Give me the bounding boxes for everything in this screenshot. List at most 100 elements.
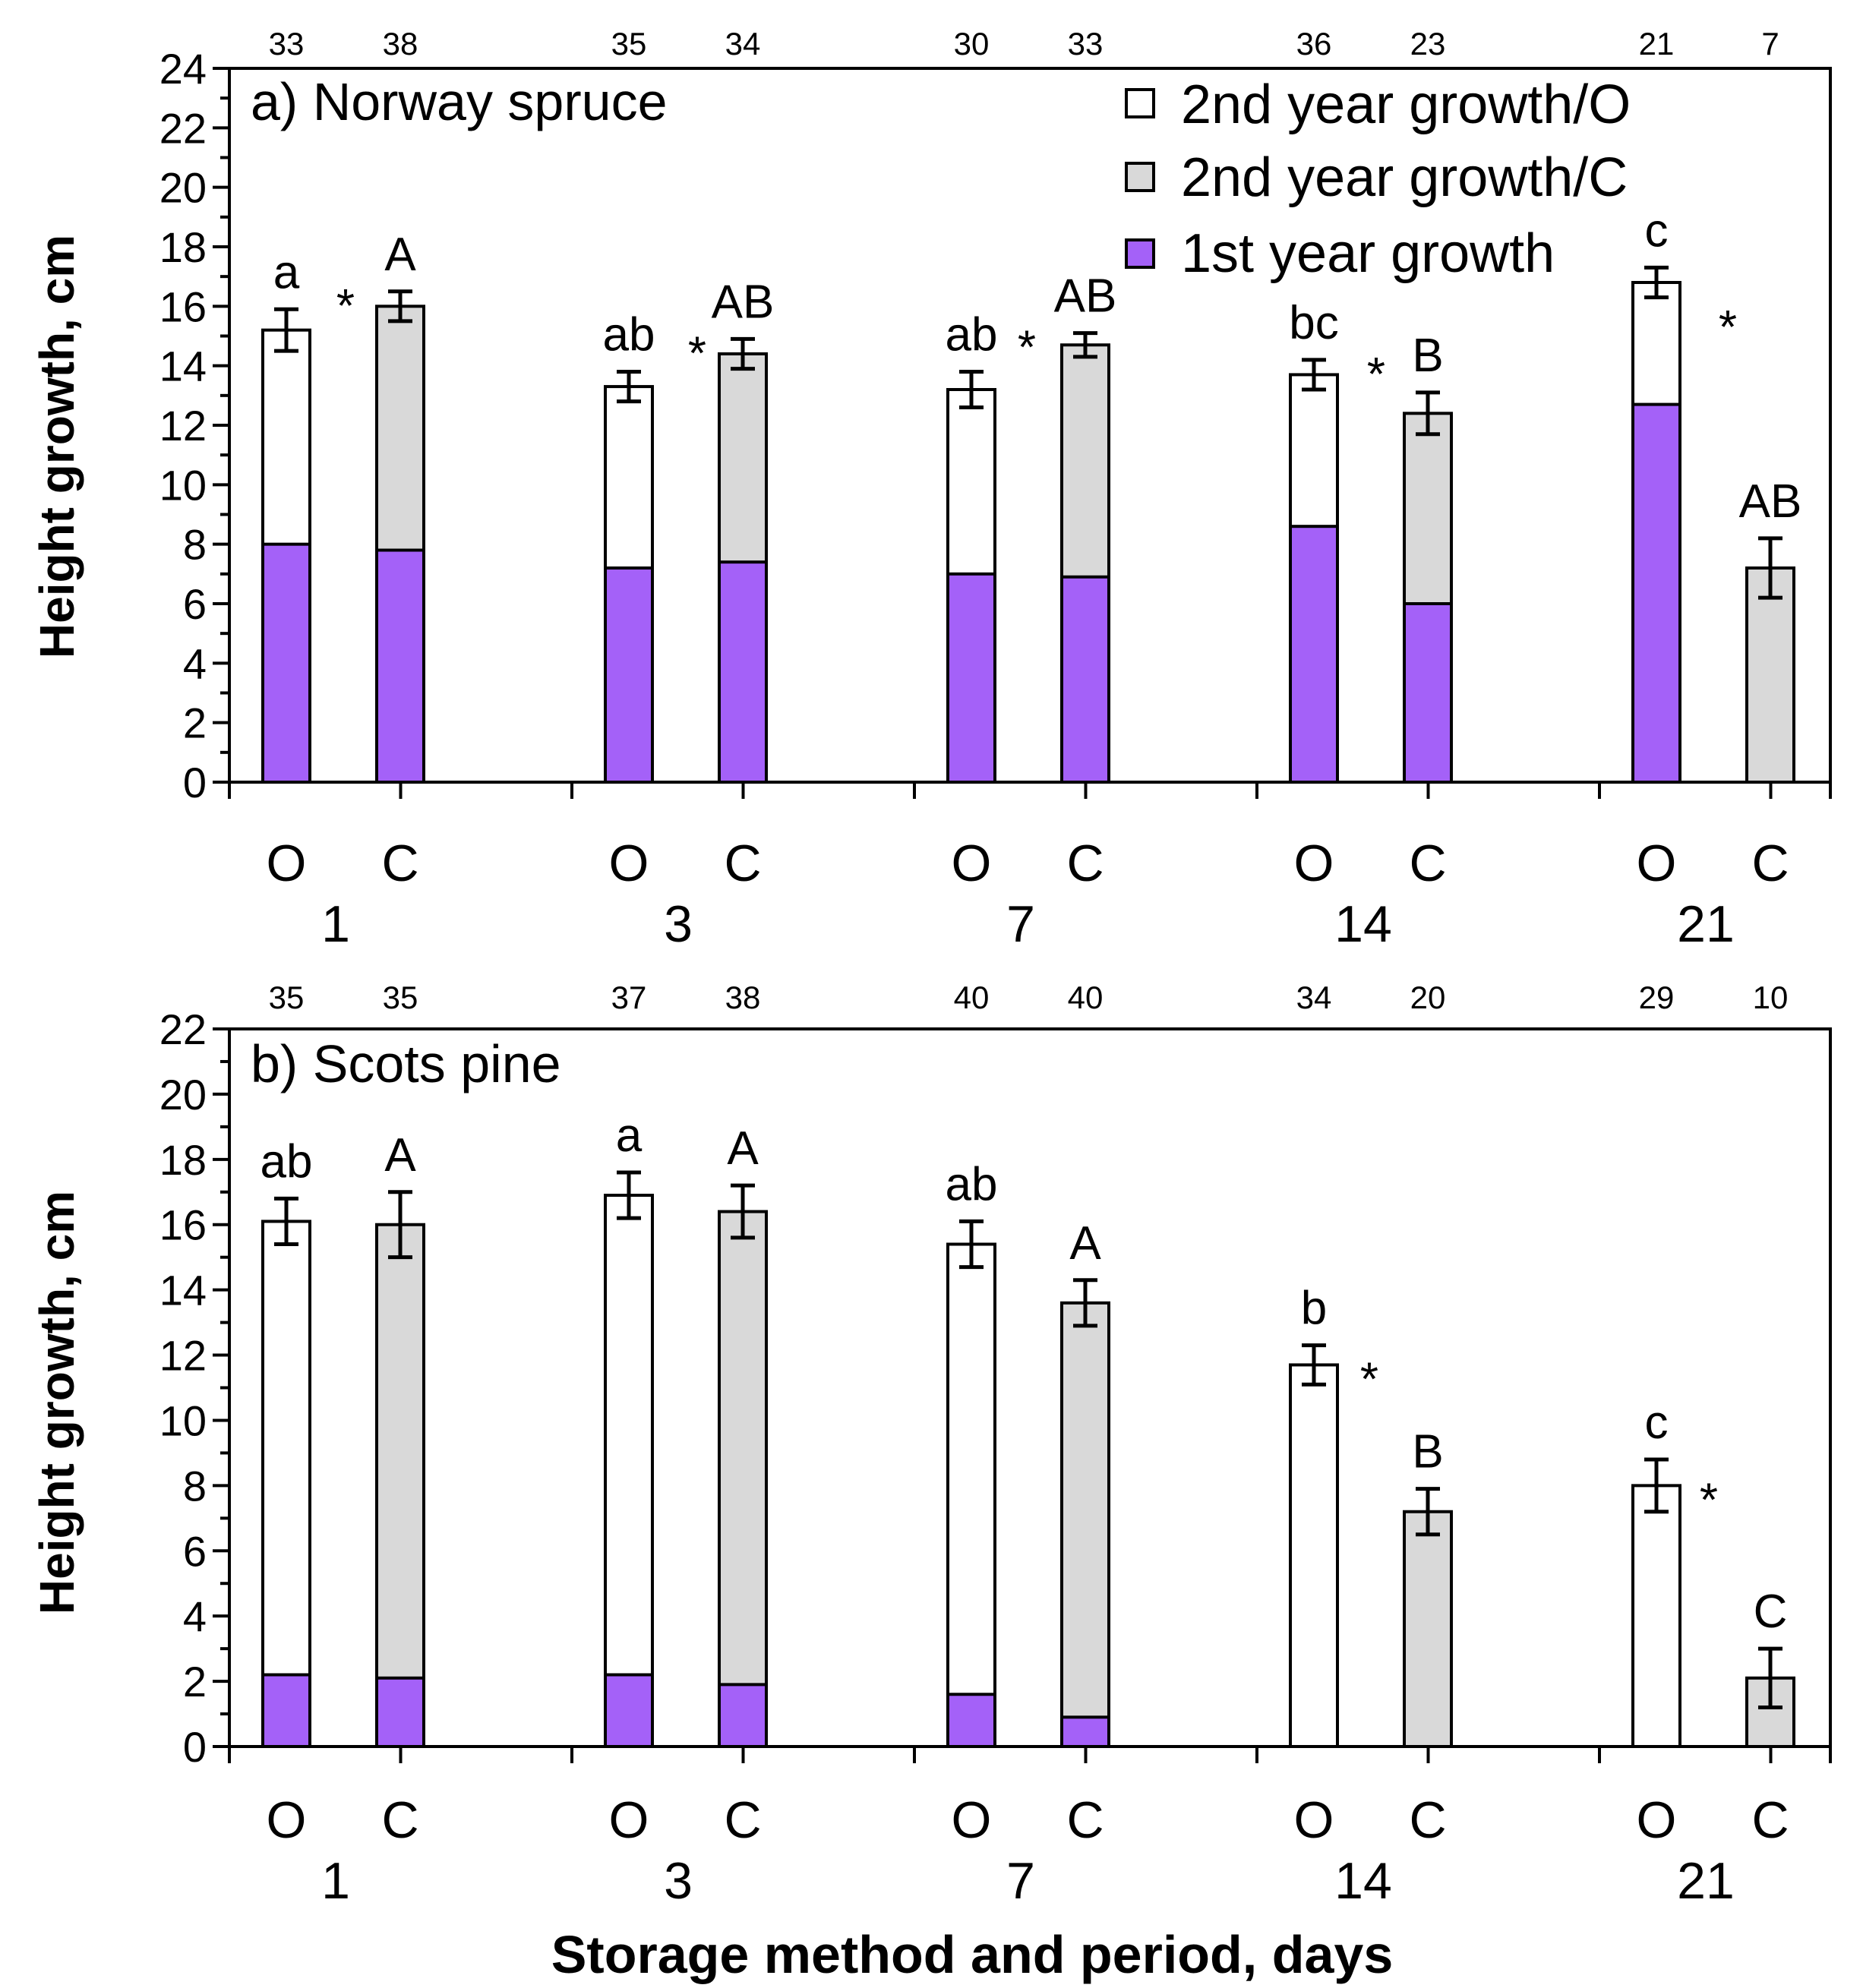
period-label: 14 bbox=[1334, 1852, 1392, 1910]
method-label: C bbox=[1066, 1791, 1104, 1849]
sample-size-label: 20 bbox=[1410, 980, 1446, 1015]
significance-star: * bbox=[336, 280, 355, 333]
y-tick-label: 12 bbox=[159, 402, 207, 450]
sample-size-label: 21 bbox=[1639, 26, 1675, 62]
sample-size-label: 37 bbox=[611, 980, 647, 1015]
method-label: C bbox=[381, 1791, 418, 1849]
bar-first-year-o-3 bbox=[604, 1673, 654, 1748]
y-tick-label: 16 bbox=[159, 282, 207, 330]
significance-letter: b bbox=[1301, 1283, 1327, 1335]
bar-first-year-o-1 bbox=[261, 1673, 311, 1748]
period-label: 21 bbox=[1677, 1852, 1735, 1910]
y-tick-label: 0 bbox=[183, 759, 207, 806]
y-tick-label: 2 bbox=[183, 1658, 207, 1706]
bar-second-year-o-1 bbox=[261, 1220, 311, 1748]
bar-first-year-o-1 bbox=[261, 542, 311, 784]
y-tick-label: 2 bbox=[183, 699, 207, 747]
sample-size-label: 35 bbox=[611, 26, 647, 62]
bar-first-year-o-21 bbox=[1631, 402, 1681, 784]
y-tick-label: 18 bbox=[159, 1136, 207, 1184]
significance-letter: a bbox=[616, 1109, 643, 1162]
sample-size-label: 35 bbox=[383, 980, 418, 1015]
period-label: 1 bbox=[321, 895, 350, 953]
significance-letter: A bbox=[1069, 1217, 1101, 1270]
significance-letter: c bbox=[1645, 1396, 1669, 1449]
method-label: C bbox=[1409, 1791, 1446, 1849]
legend-label-cold: 2nd year growth/C bbox=[1181, 147, 1628, 208]
y-tick-label: 16 bbox=[159, 1201, 207, 1249]
significance-letter: a bbox=[273, 246, 300, 298]
significance-star: * bbox=[1367, 349, 1385, 401]
y-tick-label: 4 bbox=[183, 639, 207, 687]
method-label: O bbox=[1294, 1791, 1334, 1849]
method-label: O bbox=[267, 835, 307, 892]
panel-title: b) Scots pine bbox=[251, 1034, 561, 1093]
bar-second-year-o-21 bbox=[1631, 1484, 1681, 1748]
y-tick-label: 4 bbox=[183, 1592, 207, 1640]
period-label: 3 bbox=[664, 1852, 693, 1910]
legend-swatch-first-year bbox=[1125, 238, 1155, 269]
method-label: C bbox=[1409, 835, 1446, 892]
legend-swatch-cold bbox=[1125, 162, 1155, 192]
significance-letter: bc bbox=[1289, 297, 1338, 349]
sample-size-label: 10 bbox=[1753, 980, 1789, 1015]
bar-first-year-c-1 bbox=[375, 1676, 425, 1748]
significance-letter: A bbox=[384, 1129, 416, 1182]
method-label: O bbox=[952, 1791, 992, 1849]
bar-second-year-c-3 bbox=[718, 1210, 768, 1748]
significance-letter: AB bbox=[1739, 475, 1802, 528]
legend-swatch-open bbox=[1125, 88, 1155, 118]
bar-first-year-c-3 bbox=[718, 1683, 768, 1749]
sample-size-label: 7 bbox=[1761, 26, 1779, 62]
bar-first-year-c-14 bbox=[1403, 602, 1453, 784]
significance-letter: A bbox=[384, 229, 416, 281]
bar-second-year-o-14 bbox=[1289, 1363, 1339, 1748]
y-tick-label: 8 bbox=[183, 521, 207, 569]
significance-letter: AB bbox=[1054, 270, 1117, 323]
legend-label-first-year: 1st year growth bbox=[1181, 223, 1555, 284]
significance-star: * bbox=[1360, 1353, 1378, 1406]
significance-letter: ab bbox=[603, 309, 655, 361]
significance-letter: ab bbox=[946, 309, 998, 361]
y-tick-label: 12 bbox=[159, 1332, 207, 1380]
method-label: C bbox=[1751, 835, 1789, 892]
period-label: 3 bbox=[664, 895, 693, 953]
y-tick-label: 20 bbox=[159, 164, 207, 212]
legend-label-open: 2nd year growth/O bbox=[1181, 74, 1631, 135]
y-tick-label: 8 bbox=[183, 1462, 207, 1510]
bar-second-year-c-21 bbox=[1745, 566, 1795, 784]
bar-first-year-c-7 bbox=[1060, 575, 1110, 784]
y-tick-label: 10 bbox=[159, 1396, 207, 1444]
method-label: O bbox=[267, 1791, 307, 1849]
significance-star: * bbox=[1700, 1474, 1718, 1526]
period-label: 1 bbox=[321, 1852, 350, 1910]
bar-second-year-c-1 bbox=[375, 1223, 425, 1748]
sample-size-label: 29 bbox=[1639, 980, 1675, 1015]
bar-first-year-o-14 bbox=[1289, 525, 1339, 784]
sample-size-label: 38 bbox=[383, 26, 418, 62]
bar-second-year-o-3 bbox=[604, 1194, 654, 1749]
significance-letter: ab bbox=[261, 1135, 313, 1188]
period-label: 14 bbox=[1334, 895, 1392, 953]
method-label: O bbox=[952, 835, 992, 892]
y-tick-label: 14 bbox=[159, 1267, 207, 1314]
method-label: O bbox=[609, 835, 649, 892]
sample-size-label: 30 bbox=[954, 26, 990, 62]
legend: 2nd year growth/O 2nd year growth/C 1st … bbox=[1125, 74, 1631, 284]
method-label: C bbox=[724, 1791, 761, 1849]
method-label: O bbox=[1637, 1791, 1677, 1849]
y-tick-label: 18 bbox=[159, 223, 207, 271]
bar-first-year-c-1 bbox=[375, 548, 425, 784]
sample-size-label: 34 bbox=[725, 26, 761, 62]
sample-size-label: 35 bbox=[269, 980, 305, 1015]
y-tick-label: 0 bbox=[183, 1723, 207, 1771]
sample-size-label: 40 bbox=[1068, 980, 1104, 1015]
y-tick-label: 22 bbox=[159, 1005, 207, 1053]
significance-letter: c bbox=[1645, 204, 1669, 257]
significance-star: * bbox=[1018, 322, 1036, 374]
significance-letter: B bbox=[1412, 330, 1443, 382]
bar-first-year-c-3 bbox=[718, 560, 768, 784]
sample-size-label: 33 bbox=[269, 26, 305, 62]
